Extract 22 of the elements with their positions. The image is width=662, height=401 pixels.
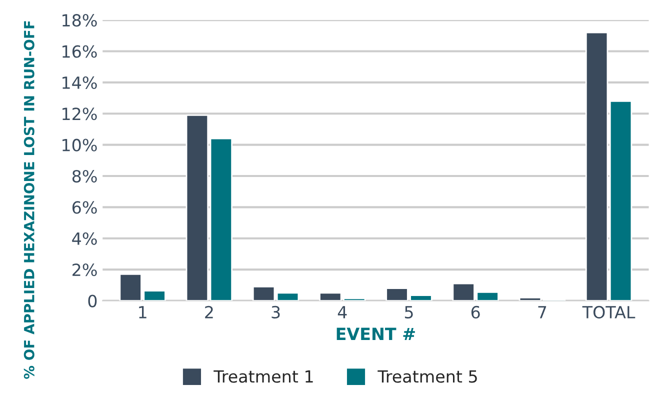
- x-tick-label: TOTAL: [582, 306, 636, 319]
- y-tick-label: 8%: [72, 170, 97, 183]
- y-tick-label: 18%: [62, 14, 97, 27]
- x-tick-label: 4: [338, 306, 347, 318]
- x-axis-title: EVENT #: [336, 328, 415, 340]
- x-tick-label: 1: [139, 306, 146, 318]
- y-tick-label: 2%: [72, 264, 97, 276]
- x-tick-label: 5: [404, 306, 413, 319]
- x-tick-label: 2: [205, 306, 213, 318]
- x-tick-label: 3: [272, 306, 280, 319]
- y-tick-label: 16%: [62, 45, 97, 58]
- legend-label: Treatment 1: [214, 370, 313, 383]
- legend-label: Treatment 5: [378, 370, 477, 383]
- y-tick-label: 4%: [72, 232, 97, 245]
- x-tick-label: 7: [538, 306, 546, 318]
- x-tick-label: 6: [471, 306, 480, 319]
- y-tick-label: 6%: [72, 201, 97, 214]
- y-tick-label: 12%: [62, 108, 97, 120]
- y-axis-title: % OF APPLIED HEXAZINONE LOST IN RUN-OFF: [24, 21, 34, 379]
- y-tick-label: 10%: [62, 138, 97, 152]
- y-tick-label: 14%: [62, 76, 97, 89]
- y-tick-label: 0: [88, 294, 97, 308]
